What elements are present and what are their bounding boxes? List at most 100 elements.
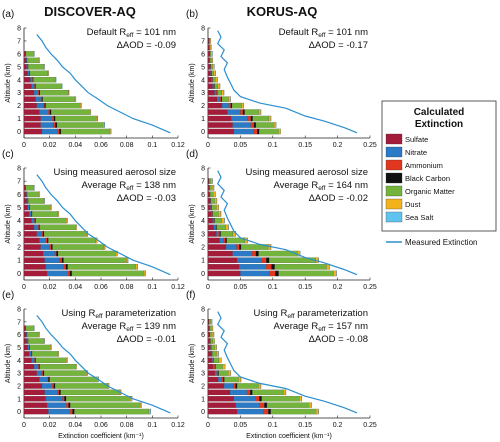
x-tick-label: 0.04 [69,142,83,149]
bar-segment-organic-matter [55,115,97,122]
legend-item-label: Ammonium [405,161,443,170]
bar-segment-nitrate [31,357,35,363]
x-tick-label: 0.2 [333,284,343,291]
bar-segment-nitrate [34,364,39,370]
bar-segment-dust [212,64,215,70]
bar-segment-organic-matter [27,57,39,64]
bar-segment-ammonium [250,122,255,128]
bar-segment-organic-matter [54,383,108,389]
bar-segment-dust [278,128,281,135]
bar-segment-black-carbon [250,115,253,122]
x-tick-label: 0.12 [171,422,185,429]
y-tick-label: 1 [201,258,205,265]
bar-segment-dust [96,115,98,122]
bar-segment-sulfate [23,89,35,96]
bar-segment-organic-matter [237,383,259,389]
bar-segment-sulfate [23,109,40,115]
bar-segment-organic-matter [231,102,242,109]
bar-segment-dust [55,77,57,83]
bar-segment-organic-matter [32,351,58,357]
bar-segment-ammonium [41,231,44,237]
annotation-line: Using measured aerosol size [245,167,368,178]
bar-segment-dust [139,402,141,408]
bar-segment-ammonium [45,237,48,244]
bar-segment-sulfate [207,319,209,325]
bar-segment-ammonium [66,402,69,408]
bar-segment-nitrate [239,264,267,270]
bar-segment-black-carbon [38,89,40,96]
bar-segment-dust [211,57,213,64]
panel-label: (d) [186,149,198,160]
annotation-line: Using Reff parameterization [254,308,368,320]
y-tick-label: 7 [201,179,205,186]
bar-segment-sulfate [207,89,215,96]
y-tick-label: 4 [17,218,21,225]
bar-segment-dust [212,331,214,338]
bar-segment-organic-matter [25,325,34,331]
bar-segment-dust [225,224,229,231]
bar-segment-dust [228,96,231,102]
bar-segment-sulfate [23,325,26,331]
measured-extinction-line [36,174,171,276]
x-tick-label: 0.1 [268,284,278,291]
bar-segment-organic-matter [28,338,44,344]
bar-segment-dust [66,357,68,363]
panel-label: (c) [2,149,14,160]
bar-segment-dust [43,338,45,344]
y-tick-label: 6 [17,51,21,58]
bar-segment-dust [258,109,261,115]
bar-segment-sulfate [23,396,46,402]
bar-segment-dust [299,396,302,402]
bar-segment-ammonium [30,211,32,217]
measured-extinction-line [216,311,358,414]
bar-segment-ammonium [34,357,35,363]
bar-segment-ammonium [63,264,67,270]
bar-segment-dust [80,102,82,109]
annotation-line: Average Reff = 138 nm [82,180,177,192]
bar-segment-black-carbon [230,102,233,109]
bar-segment-nitrate [34,89,39,96]
bar-segment-organic-matter [28,198,44,204]
bar-segment-dust [74,96,76,102]
y-tick-label: 5 [201,205,205,212]
bar-segment-black-carbon [242,109,245,115]
bar-segment-black-carbon [56,250,59,257]
bar-segment-sea-salt [104,122,105,128]
x-tick-label: 0.08 [120,142,134,149]
bar-segment-nitrate [40,122,54,128]
bar-segment-ammonium [57,389,60,396]
bar-segment-sea-salt [140,402,142,408]
bar-segment-dust [135,264,138,270]
bar-segment-sulfate [23,184,26,191]
bar-segment-sulfate [23,264,46,270]
bar-segment-nitrate [39,237,46,244]
bar-segment-organic-matter [71,270,144,277]
bar-segment-sulfate [207,325,210,331]
bar-segment-ammonium [259,402,265,408]
bar-segment-nitrate [214,89,216,96]
bar-segment-dust [221,217,225,224]
bar-segment-organic-matter [209,44,211,51]
bar-segment-organic-matter [278,270,334,277]
bar-segment-organic-matter [42,96,75,102]
bar-segment-organic-matter [214,217,222,224]
bar-segment-ammonium [49,244,52,250]
bar-segment-nitrate [215,370,217,376]
bar-segment-sulfate [207,370,216,376]
bar-segment-sea-salt [116,250,118,257]
bar-segment-organic-matter [212,351,217,357]
legend-item-label: Dust [405,200,421,209]
bar-segment-black-carbon [264,402,268,408]
bar-segment-nitrate [26,64,28,70]
bar-segment-black-carbon [55,122,58,128]
bar-segment-dust [75,364,77,370]
bar-segment-dust [126,257,128,264]
bar-segment-nitrate [233,128,254,135]
y-tick-label: 8 [17,166,21,173]
bar-segment-sulfate [207,357,212,363]
x-tick-label: 0.1 [268,142,278,149]
bar-segment-nitrate [27,204,30,211]
bar-segment-organic-matter [208,38,210,44]
bar-segment-sulfate [207,376,219,383]
y-tick-label: 6 [201,332,205,339]
